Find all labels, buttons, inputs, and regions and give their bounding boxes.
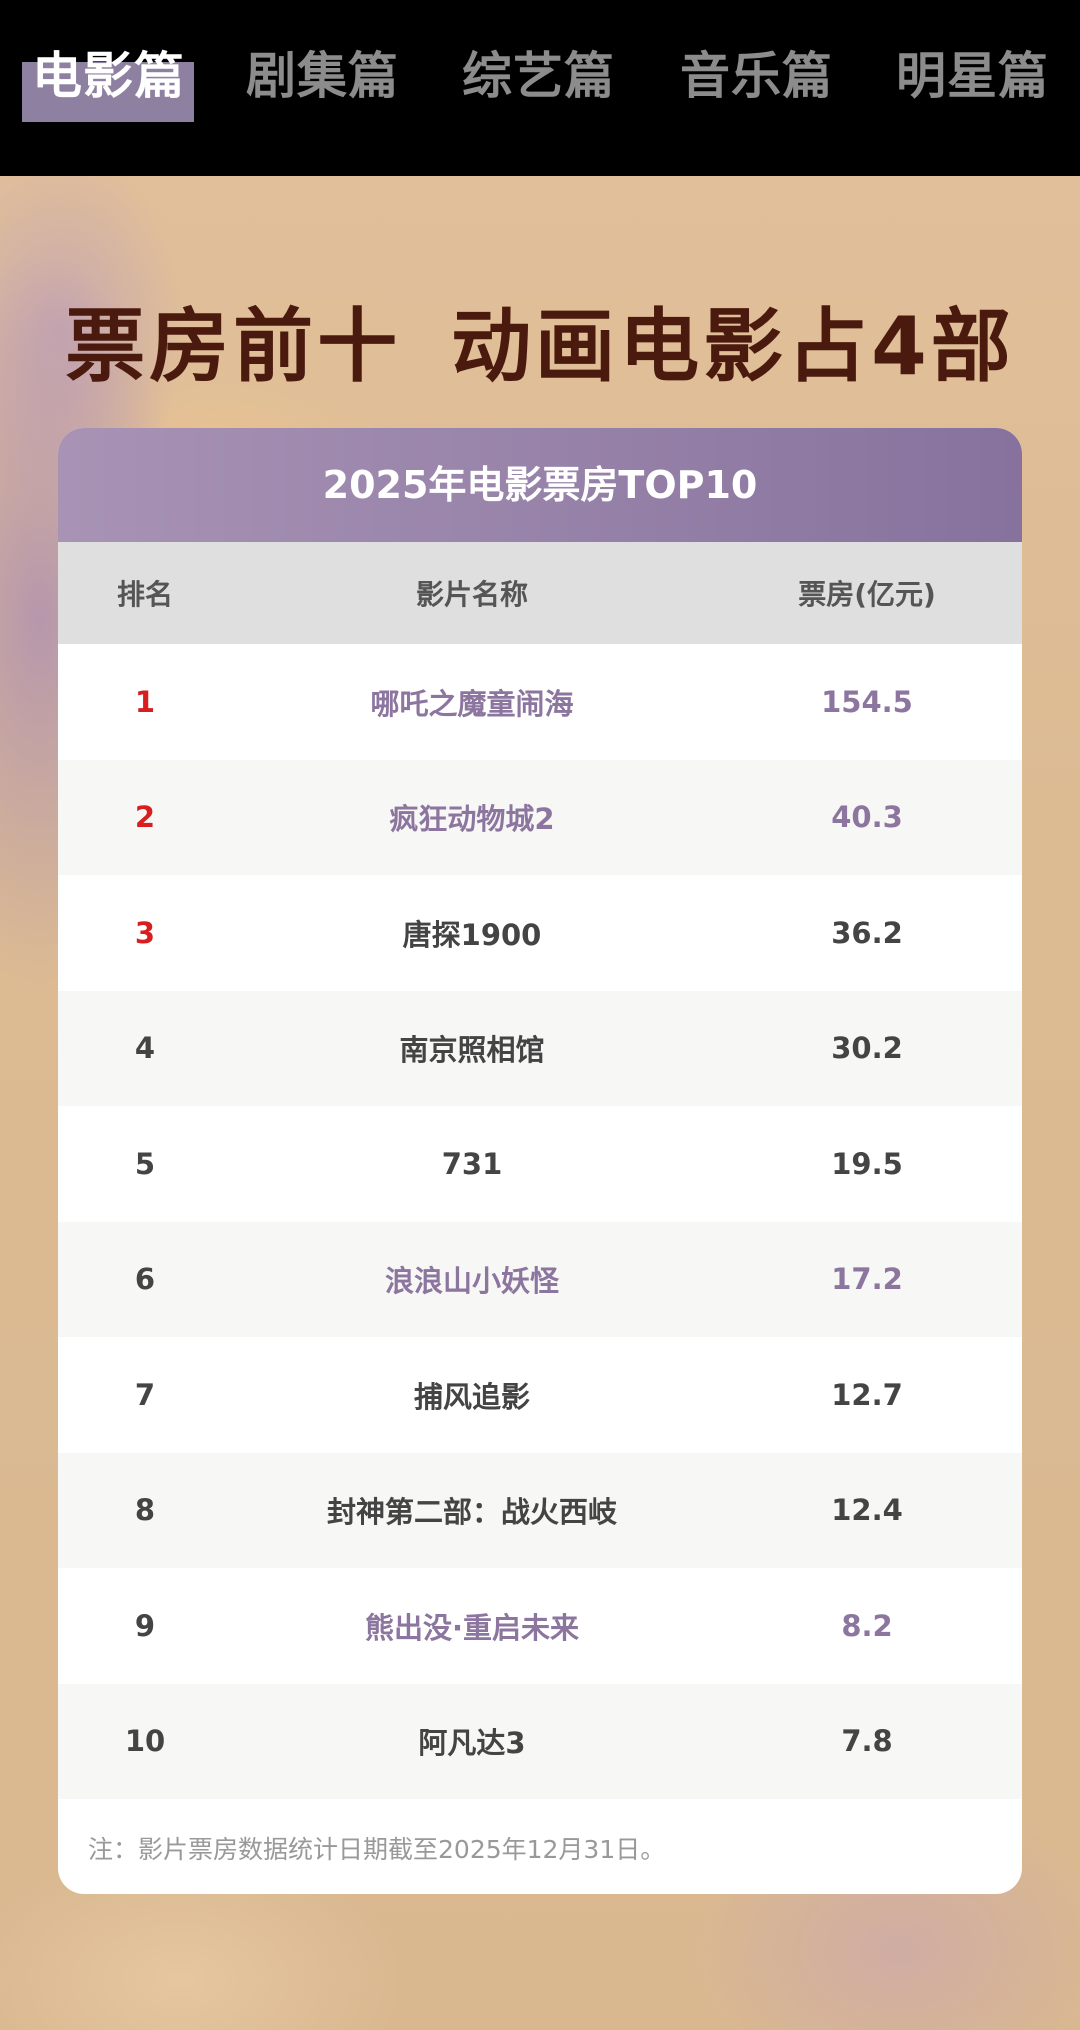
rank-cell: 7 (134, 1377, 156, 1412)
table-body: 1 哪吒之魔童闹海 154.5 2 疯狂动物城2 40.3 3 唐探1900 36.2 4 南京照相… (58, 644, 1022, 1799)
page-headline: 票房前十 动画电影占4部 (0, 282, 1080, 398)
category-tab-bar: 电影篇 剧集篇 综艺篇 音乐篇 明星篇 (0, 0, 1080, 176)
box-office-cell: 36.2 (831, 915, 903, 950)
film-name-cell: 唐探1900 (402, 917, 542, 952)
header-rank: 排名 (116, 578, 173, 611)
film-name-cell: 捕风追影 (413, 1379, 530, 1414)
tab-series[interactable]: 剧集篇 (246, 47, 399, 105)
film-name-cell: 熊出没·重启未来 (364, 1610, 580, 1645)
tab-variety[interactable]: 综艺篇 (462, 47, 615, 105)
box-office-cell: 12.7 (831, 1377, 903, 1412)
box-office-cell: 12.4 (831, 1493, 903, 1528)
table-row: 8 封神第二部：战火西岐 12.4 (58, 1452, 1022, 1568)
rank-cell: 8 (134, 1493, 156, 1528)
table-row: 3 唐探1900 36.2 (58, 875, 1022, 991)
film-name-cell: 疯狂动物城2 (389, 802, 555, 837)
box-office-cell: 40.3 (831, 800, 903, 835)
tab-music[interactable]: 音乐篇 (680, 47, 833, 105)
header-box-office: 票房(亿元) (798, 578, 936, 611)
table-row: 10 阿凡达3 7.8 (58, 1683, 1022, 1799)
rank-cell: 5 (134, 1146, 156, 1181)
rank-cell: 1 (134, 684, 156, 719)
box-office-cell: 30.2 (831, 1031, 903, 1066)
table-row: 4 南京照相馆 30.2 (58, 990, 1022, 1106)
box-office-table-card: 2025年电影票房TOP10 排名 影片名称 票房(亿元) 1 哪吒之魔童闹海 15… (58, 428, 1022, 1894)
table-row: 9 熊出没·重启未来 8.2 (58, 1568, 1022, 1684)
table-row: 5 731 19.5 (58, 1106, 1022, 1222)
box-office-cell: 19.5 (831, 1146, 903, 1181)
table-row: 7 捕风追影 12.7 (58, 1337, 1022, 1453)
film-name-cell: 南京照相馆 (399, 1033, 545, 1068)
film-name-cell: 浪浪山小妖怪 (384, 1264, 559, 1299)
tab-stars[interactable]: 明星篇 (896, 47, 1049, 105)
film-name-cell: 封神第二部：战火西岐 (326, 1495, 617, 1530)
table-title: 2025年电影票房TOP10 (58, 428, 1022, 542)
box-office-cell: 8.2 (841, 1608, 893, 1643)
rank-cell: 6 (134, 1262, 156, 1297)
table-row: 1 哪吒之魔童闹海 154.5 (58, 644, 1022, 760)
table-row: 6 浪浪山小妖怪 17.2 (58, 1221, 1022, 1337)
table-row: 2 疯狂动物城2 40.3 (58, 759, 1022, 875)
table-header-row: 排名 影片名称 票房(亿元) (58, 542, 1022, 644)
box-office-cell: 154.5 (821, 684, 913, 719)
header-film-name: 影片名称 (415, 578, 528, 611)
rank-cell: 2 (134, 800, 156, 835)
box-office-cell: 7.8 (841, 1724, 893, 1759)
rank-cell: 10 (124, 1724, 166, 1759)
box-office-cell: 17.2 (831, 1262, 903, 1297)
rank-cell: 3 (134, 915, 156, 950)
data-note: 注：影片票房数据统计日期截至2025年12月31日。 (88, 1835, 666, 1864)
rank-cell: 4 (134, 1031, 156, 1066)
headline-part2: 动画电影占4部 (451, 300, 1015, 393)
film-name-cell: 哪吒之魔童闹海 (370, 686, 574, 721)
film-name-cell: 阿凡达3 (418, 1726, 526, 1761)
film-name-cell: 731 (441, 1146, 503, 1181)
headline-part1: 票房前十 (65, 300, 402, 393)
rank-cell: 9 (134, 1608, 156, 1643)
tab-movies[interactable]: 电影篇 (32, 47, 185, 105)
active-tab-highlight (22, 62, 194, 122)
